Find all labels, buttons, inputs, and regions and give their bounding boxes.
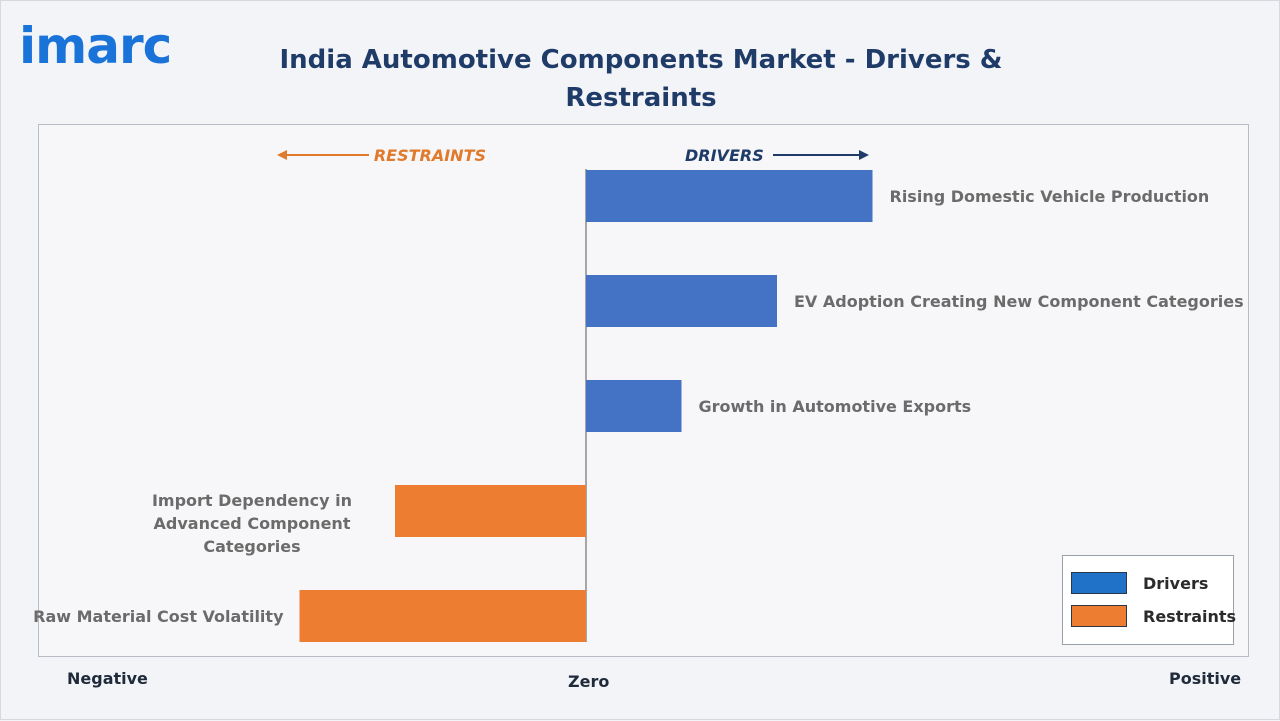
- bar-label-3-line-2: Categories: [203, 537, 300, 556]
- imarc-logo: imarc: [19, 17, 172, 75]
- chart-legend: Drivers Restraints: [1062, 555, 1236, 645]
- legend-item-drivers: Drivers: [1071, 572, 1231, 596]
- bar-restraint-4: [299, 590, 586, 642]
- legend-label-restraints: Restraints: [1143, 607, 1237, 626]
- legend-swatch-drivers: [1071, 572, 1127, 594]
- bar-label-3-line-0: Import Dependency in: [152, 491, 352, 510]
- bar-driver-0: [586, 170, 873, 222]
- bar-label-3-line-1: Advanced Component: [154, 514, 351, 533]
- bar-restraint-3: [395, 485, 586, 537]
- drivers-direction-label: DRIVERS: [685, 146, 764, 165]
- axis-negative-label: Negative: [67, 669, 148, 688]
- bar-label-4: Raw Material Cost Volatility: [33, 607, 284, 626]
- bar-label-2: Growth in Automotive Exports: [699, 397, 972, 416]
- axis-zero-label: Zero: [568, 672, 610, 691]
- bar-driver-1: [586, 275, 777, 327]
- bar-label-0: Rising Domestic Vehicle Production: [890, 187, 1210, 206]
- drivers-arrow-head: [859, 150, 869, 160]
- legend-swatch-restraints: [1071, 605, 1127, 627]
- chart-title-line-1: India Automotive Components Market - Dri…: [279, 45, 1003, 113]
- restraints-direction-label: RESTRAINTS: [374, 146, 486, 165]
- legend-item-restraints: Restraints: [1071, 605, 1236, 629]
- legend-label-drivers: Drivers: [1143, 574, 1209, 593]
- bar-label-1: EV Adoption Creating New Component Categ…: [794, 292, 1244, 311]
- restraints-arrow-head: [277, 150, 287, 160]
- bar-driver-2: [586, 380, 682, 432]
- axis-positive-label: Positive: [1169, 669, 1242, 688]
